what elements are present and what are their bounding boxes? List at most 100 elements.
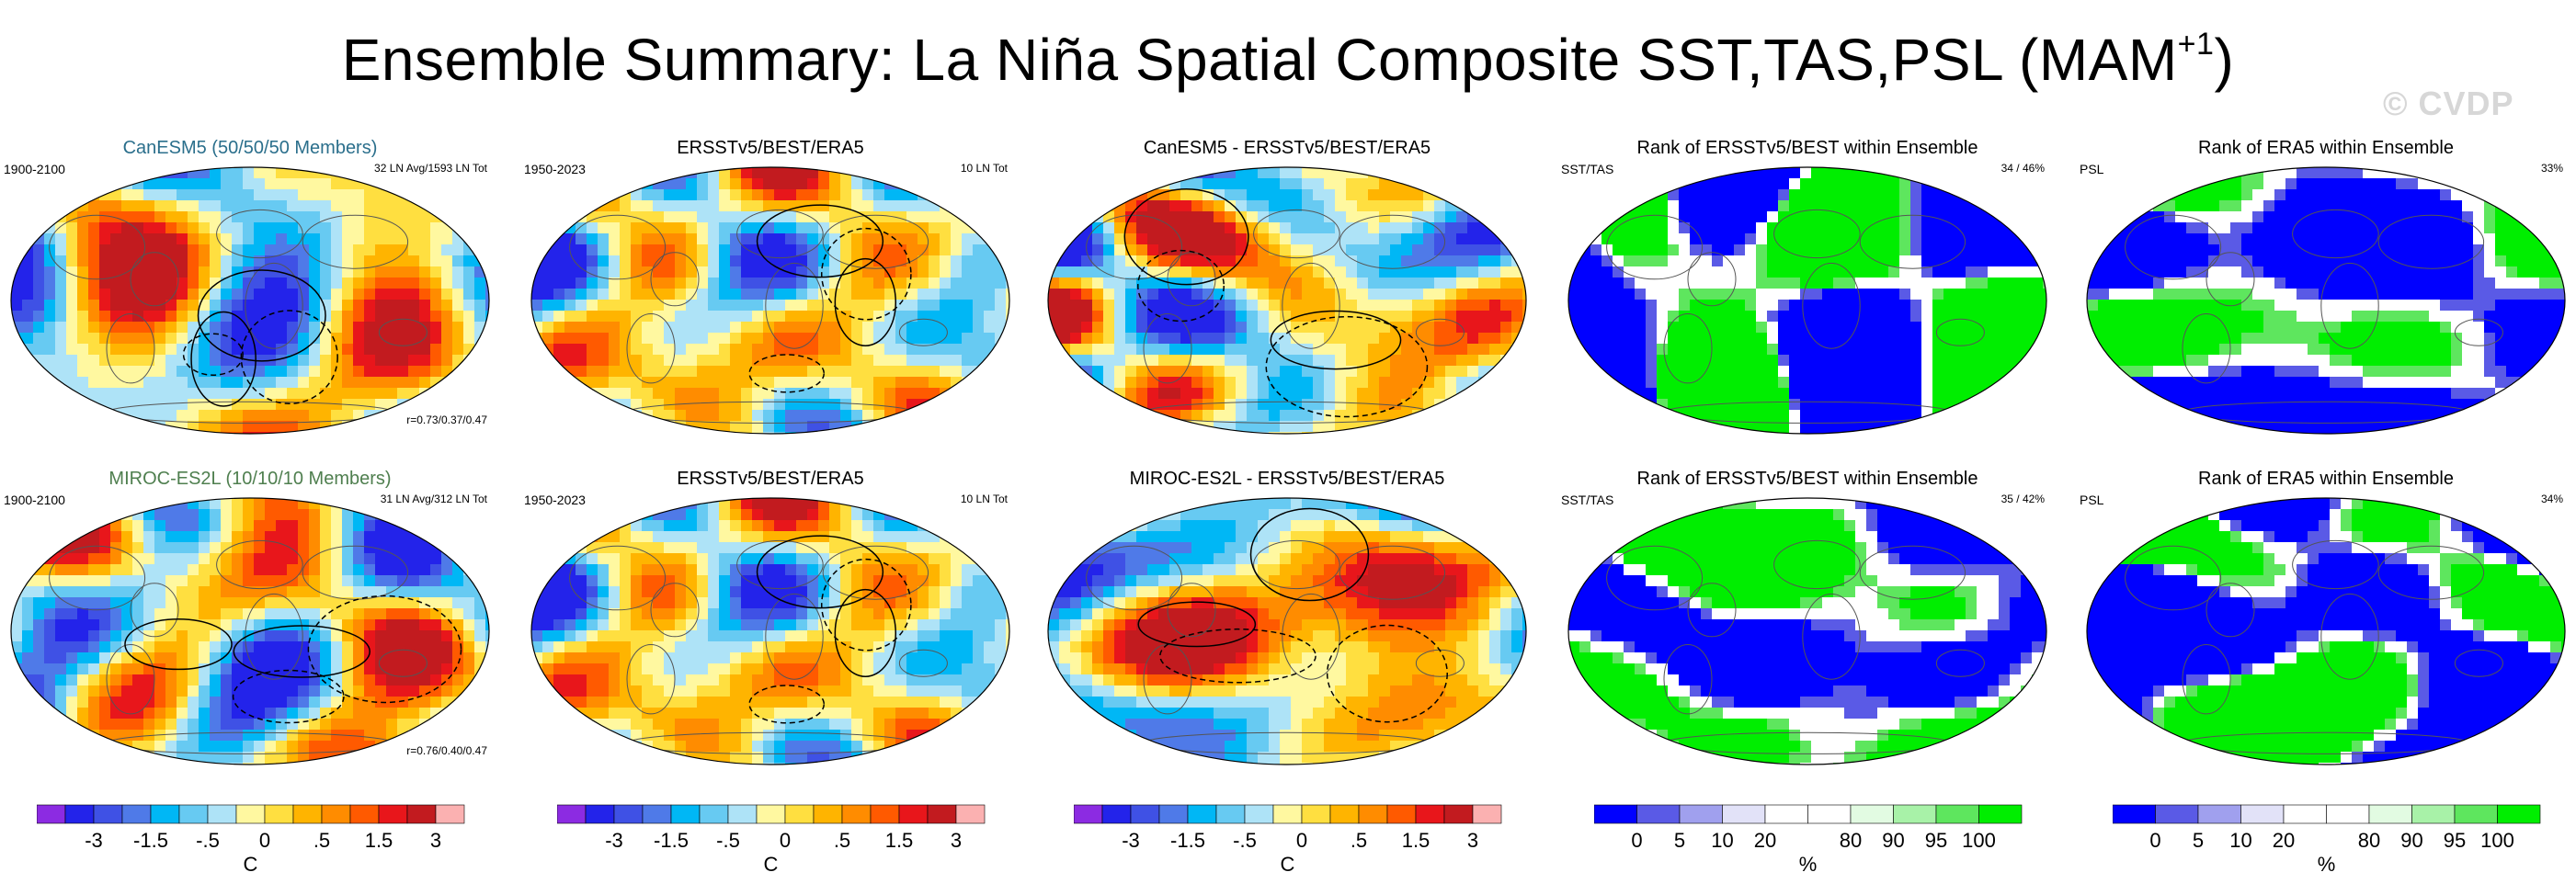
- grid-cell: [929, 266, 940, 278]
- grid-cell: [1657, 167, 1669, 179]
- grid-cell: [929, 410, 940, 422]
- grid-cell: [951, 244, 963, 256]
- grid-cell: [2407, 200, 2419, 212]
- grid-cell: [1899, 410, 1911, 422]
- grid-cell: [2142, 167, 2154, 179]
- grid-cell: [1191, 289, 1203, 300]
- grid-cell: [1346, 189, 1358, 201]
- grid-cell: [2164, 200, 2176, 212]
- grid-cell: [221, 300, 233, 312]
- grid-cell: [1988, 266, 2000, 278]
- grid-cell: [1701, 278, 1713, 289]
- grid-cell: [154, 200, 166, 212]
- grid-cell: [298, 167, 310, 179]
- grid-cell: [22, 322, 34, 334]
- grid-cell: [807, 410, 819, 422]
- grid-cell: [1247, 377, 1259, 389]
- grid-cell: [309, 377, 321, 389]
- grid-cell: [1313, 410, 1325, 422]
- grid-cell: [1269, 178, 1281, 190]
- coastline: [898, 318, 948, 346]
- grid-cell: [1048, 167, 1060, 179]
- grid-cell: [1247, 167, 1259, 179]
- grid-cell: [1434, 189, 1446, 201]
- grid-cell: [730, 377, 742, 389]
- grid-cell: [452, 289, 464, 300]
- grid-cell: [906, 278, 918, 289]
- cvdp-watermark: © CVDP: [2383, 85, 2514, 122]
- grid-cell: [254, 244, 266, 256]
- grid-cell: [1302, 189, 1314, 201]
- grid-cell: [143, 410, 155, 422]
- grid-cell: [1302, 333, 1314, 345]
- grid-cell: [1203, 233, 1214, 245]
- grid-cell: [1624, 178, 1636, 190]
- grid-cell: [1048, 289, 1060, 300]
- grid-cell: [1070, 432, 1082, 434]
- grid-cell: [962, 311, 974, 323]
- grid-cell: [1899, 244, 1911, 256]
- grid-cell: [984, 399, 996, 411]
- grid-cell: [642, 300, 654, 312]
- grid-cell: [1712, 388, 1724, 400]
- grid-cell: [2297, 167, 2308, 179]
- grid-cell: [1822, 377, 1834, 389]
- grid-cell: [210, 200, 222, 212]
- grid-cell: [452, 200, 464, 212]
- grid-cell: [1877, 366, 1889, 378]
- grid-cell: [2032, 211, 2044, 223]
- grid-cell: [320, 333, 332, 345]
- grid-cell: [1357, 366, 1369, 378]
- grid-cell: [984, 255, 996, 267]
- grid-cell: [2374, 211, 2386, 223]
- grid-cell: [531, 300, 543, 312]
- grid-cell: [708, 410, 720, 422]
- grid-cell: [2407, 289, 2419, 300]
- grid-cell: [719, 266, 731, 278]
- grid-cell: [397, 366, 409, 378]
- grid-cell: [940, 233, 952, 245]
- grid-cell: [1258, 200, 1270, 212]
- grid-cell: [2010, 432, 2022, 434]
- grid-cell: [2142, 233, 2154, 245]
- grid-cell: [1932, 388, 1944, 400]
- grid-cell: [342, 244, 354, 256]
- grid-cell: [1756, 377, 1768, 389]
- grid-cell: [940, 432, 952, 434]
- grid-cell: [408, 366, 420, 378]
- grid-cell: [1568, 178, 1580, 190]
- grid-cell: [11, 289, 23, 300]
- grid-cell: [1977, 278, 1989, 289]
- grid-cell: [752, 189, 764, 201]
- grid-cell: [1445, 432, 1457, 434]
- grid-cell: [2407, 278, 2419, 289]
- grid-cell: [1888, 244, 1900, 256]
- grid-cell: [1613, 189, 1624, 201]
- grid-cell: [1999, 377, 2011, 389]
- grid-cell: [587, 410, 598, 422]
- grid-cell: [2120, 233, 2132, 245]
- grid-cell: [840, 244, 852, 256]
- grid-cell: [309, 421, 321, 433]
- grid-cell: [951, 300, 963, 312]
- grid-cell: [2109, 178, 2121, 190]
- grid-cell: [1568, 200, 1580, 212]
- grid-cell: [188, 410, 199, 422]
- grid-cell: [132, 278, 144, 289]
- grid-cell: [2021, 322, 2033, 334]
- grid-cell: [1247, 388, 1259, 400]
- grid-cell: [452, 278, 464, 289]
- map-panel: CanESM5 - ERSSTv5/BEST/ERA5: [1039, 138, 1535, 450]
- grid-cell: [188, 278, 199, 289]
- grid-cell: [730, 289, 742, 300]
- grid-cell: [609, 278, 621, 289]
- grid-cell: [1214, 344, 1225, 356]
- grid-cell: [1601, 322, 1613, 334]
- grid-cell: [1191, 200, 1203, 212]
- grid-cell: [331, 333, 343, 345]
- grid-cell: [818, 388, 830, 400]
- grid-cell: [553, 278, 565, 289]
- grid-cell: [973, 322, 985, 334]
- grid-cell: [2528, 167, 2540, 179]
- grid-cell: [1313, 167, 1325, 179]
